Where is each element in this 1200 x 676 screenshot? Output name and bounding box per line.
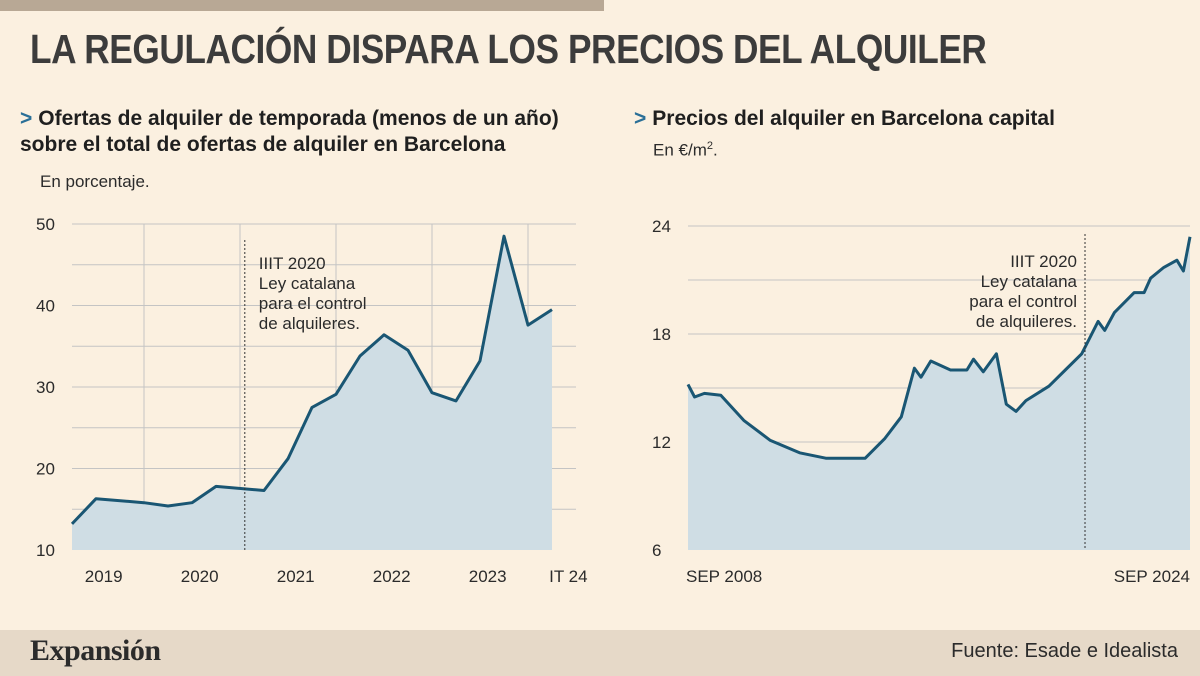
y-tick-label: 6 bbox=[652, 541, 661, 560]
chart1-title-text: Ofertas de alquiler de temporada (menos … bbox=[20, 107, 559, 156]
chart2-title: > Precios del alquiler en Barcelona capit… bbox=[634, 106, 1194, 132]
y-tick-label: 18 bbox=[652, 325, 671, 344]
x-tick-label: 2021 bbox=[277, 567, 315, 586]
page-title: LA REGULACIÓN DISPARA LOS PRECIOS DEL AL… bbox=[30, 26, 987, 72]
y-tick-label: 10 bbox=[36, 541, 55, 560]
y-tick-label: 20 bbox=[36, 460, 55, 479]
annotation-text: de alquileres. bbox=[259, 314, 360, 333]
y-tick-label: 24 bbox=[652, 217, 671, 236]
chart2-unit-text: En €/m bbox=[653, 140, 707, 160]
x-tick-label: IT 24 bbox=[549, 567, 587, 586]
chevron-right-icon: > bbox=[20, 107, 33, 130]
chart2-unit-end: . bbox=[712, 140, 718, 160]
annotation-text: para el control bbox=[969, 292, 1077, 311]
source-note: Fuente: Esade e Idealista bbox=[951, 640, 1178, 662]
footer-bar bbox=[0, 630, 1200, 676]
x-tick-label: 2020 bbox=[181, 567, 219, 586]
chart1-title: > Ofertas de alquiler de temporada (menos… bbox=[20, 106, 600, 158]
annotation-text: Ley catalana bbox=[259, 274, 356, 293]
annotation-text: de alquileres. bbox=[976, 312, 1077, 331]
x-tick-label: SEP 2008 bbox=[686, 567, 762, 586]
annotation-text: IIIT 2020 bbox=[259, 254, 326, 273]
series-area bbox=[688, 236, 1190, 551]
annotation-text: para el control bbox=[259, 294, 367, 313]
annotation-text: Ley catalana bbox=[981, 272, 1078, 291]
x-tick-label: 2023 bbox=[469, 567, 507, 586]
brand-logo: Expansión bbox=[30, 634, 161, 667]
chart2-unit-superscript: 2 bbox=[706, 140, 713, 152]
y-tick-label: 50 bbox=[36, 215, 55, 234]
x-tick-label: SEP 2024 bbox=[1114, 567, 1190, 586]
top-accent-bar bbox=[0, 0, 604, 11]
x-tick-label: 2019 bbox=[85, 567, 123, 586]
annotation-text: IIIT 2020 bbox=[1010, 252, 1077, 271]
chart2-title-text: Precios del alquiler en Barcelona capita… bbox=[652, 107, 1055, 130]
y-tick-label: 40 bbox=[36, 297, 55, 316]
y-tick-label: 12 bbox=[652, 433, 671, 452]
y-tick-label: 30 bbox=[36, 378, 55, 397]
chart1-unit-label: En porcentaje. bbox=[40, 172, 150, 191]
chart2-unit-label: En €/m2. bbox=[653, 140, 718, 161]
chevron-right-icon: > bbox=[634, 107, 647, 130]
x-tick-label: 2022 bbox=[373, 567, 411, 586]
series-area bbox=[72, 236, 552, 550]
